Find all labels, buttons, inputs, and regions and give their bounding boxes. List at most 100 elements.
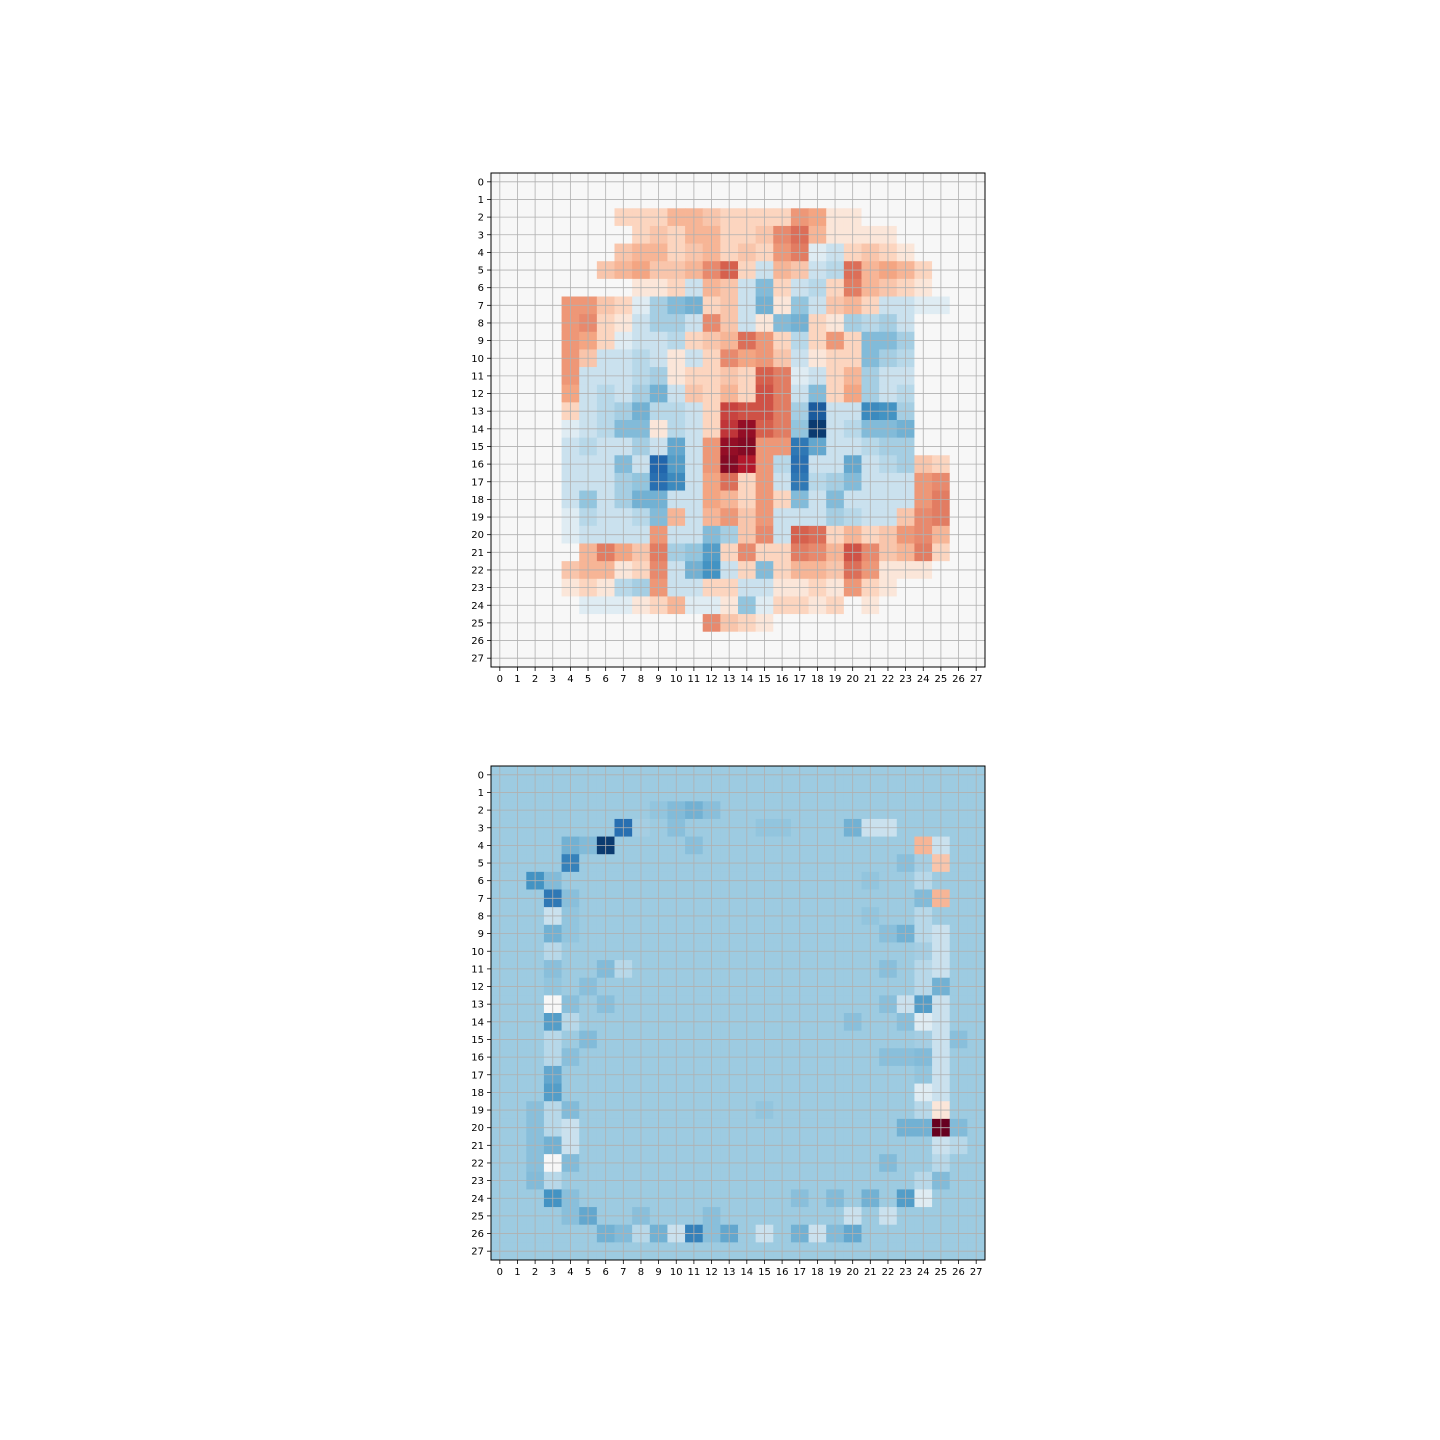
x-tick-label: 0 <box>497 1267 503 1278</box>
y-tick-label: 1 <box>478 788 484 799</box>
x-tick-label: 14 <box>740 674 753 685</box>
y-tick-label: 3 <box>478 823 484 834</box>
y-tick-label: 27 <box>471 1247 484 1258</box>
x-tick-label: 7 <box>620 1267 626 1278</box>
x-tick-label: 25 <box>935 1267 948 1278</box>
x-tick-label: 11 <box>688 1267 701 1278</box>
y-tick-label: 7 <box>478 301 484 312</box>
x-tick-label: 23 <box>899 674 912 685</box>
x-tick-label: 0 <box>497 674 503 685</box>
x-tick-label: 1 <box>514 1267 520 1278</box>
y-tick-label: 0 <box>478 770 484 781</box>
y-tick-label: 6 <box>478 283 484 294</box>
y-tick-label: 15 <box>471 1035 484 1046</box>
x-tick-label: 24 <box>917 674 930 685</box>
x-tick-label: 9 <box>655 674 661 685</box>
heatmap-bottom: 0 1 2 3 4 5 6 7 8 9 10 11 12 13 14 15 16 17 18 19 20 21 22 23 24… <box>471 765 986 1278</box>
y-tick-label: 11 <box>471 371 484 382</box>
y-tick-label: 19 <box>471 513 484 524</box>
y-tick-label: 14 <box>471 424 484 435</box>
x-tick-label: 12 <box>705 1267 718 1278</box>
x-tick-label: 26 <box>952 674 965 685</box>
y-tick-label: 20 <box>471 530 484 541</box>
y-tick-label: 16 <box>471 460 484 471</box>
x-tick-label: 19 <box>829 674 842 685</box>
y-tick-label: 20 <box>471 1123 484 1134</box>
x-tick-label: 27 <box>970 1267 983 1278</box>
x-tick-label: 18 <box>811 674 824 685</box>
x-tick-label: 11 <box>688 674 701 685</box>
y-tick-label: 22 <box>471 1158 484 1169</box>
x-tick-label: 24 <box>917 1267 930 1278</box>
y-tick-label: 5 <box>478 859 484 870</box>
x-tick-label: 26 <box>952 1267 965 1278</box>
y-tick-label: 6 <box>478 876 484 887</box>
x-tick-label: 17 <box>793 1267 806 1278</box>
x-tick-label: 21 <box>864 674 877 685</box>
y-tick-label: 19 <box>471 1106 484 1117</box>
y-tick-label: 1 <box>478 195 484 206</box>
y-tick-label: 26 <box>471 1229 484 1240</box>
x-tick-label: 8 <box>638 1267 644 1278</box>
y-tick-label: 14 <box>471 1017 484 1028</box>
x-tick-label: 20 <box>846 674 859 685</box>
y-tick-label: 21 <box>471 548 484 559</box>
y-tick-label: 21 <box>471 1141 484 1152</box>
y-tick-label: 12 <box>471 389 484 400</box>
y-tick-label: 5 <box>478 266 484 277</box>
y-tick-label: 26 <box>471 636 484 647</box>
y-tick-label: 11 <box>471 964 484 975</box>
x-tick-label: 7 <box>620 674 626 685</box>
x-tick-label: 19 <box>829 1267 842 1278</box>
y-tick-label: 25 <box>471 618 484 629</box>
x-tick-label: 15 <box>758 674 771 685</box>
y-tick-label: 9 <box>478 929 484 940</box>
y-tick-label: 24 <box>471 601 484 612</box>
y-tick-label: 18 <box>471 1088 484 1099</box>
x-tick-label: 16 <box>776 1267 789 1278</box>
y-tick-label: 2 <box>478 806 484 817</box>
y-tick-label: 8 <box>478 911 484 922</box>
x-tick-label: 1 <box>514 674 520 685</box>
x-tick-label: 22 <box>882 674 895 685</box>
y-tick-label: 13 <box>471 1000 484 1011</box>
y-tick-label: 27 <box>471 654 484 665</box>
x-tick-label: 10 <box>670 1267 683 1278</box>
x-tick-label: 4 <box>567 1267 573 1278</box>
y-tick-label: 24 <box>471 1194 484 1205</box>
y-tick-label: 0 <box>478 177 484 188</box>
y-tick-label: 18 <box>471 495 484 506</box>
x-tick-label: 12 <box>705 674 718 685</box>
y-tick-label: 17 <box>471 1070 484 1081</box>
y-tick-label: 9 <box>478 336 484 347</box>
x-tick-label: 3 <box>550 1267 556 1278</box>
x-tick-label: 5 <box>585 674 591 685</box>
y-tick-label: 2 <box>478 213 484 224</box>
x-tick-label: 8 <box>638 674 644 685</box>
x-tick-label: 27 <box>970 674 983 685</box>
x-tick-label: 13 <box>723 674 736 685</box>
x-tick-label: 6 <box>602 1267 608 1278</box>
x-tick-label: 17 <box>793 674 806 685</box>
y-tick-label: 10 <box>471 354 484 365</box>
y-tick-label: 15 <box>471 442 484 453</box>
x-tick-label: 5 <box>585 1267 591 1278</box>
y-tick-label: 8 <box>478 318 484 329</box>
x-tick-label: 21 <box>864 1267 877 1278</box>
x-tick-label: 6 <box>602 674 608 685</box>
y-tick-label: 23 <box>471 1176 484 1187</box>
y-tick-label: 13 <box>471 407 484 418</box>
y-tick-label: 12 <box>471 982 484 993</box>
x-tick-label: 2 <box>532 1267 538 1278</box>
x-tick-label: 2 <box>532 674 538 685</box>
y-tick-label: 25 <box>471 1211 484 1222</box>
x-tick-label: 14 <box>740 1267 753 1278</box>
y-tick-label: 22 <box>471 565 484 576</box>
x-tick-label: 10 <box>670 674 683 685</box>
x-tick-label: 4 <box>567 674 573 685</box>
y-tick-label: 17 <box>471 477 484 488</box>
axes-frame <box>490 172 986 668</box>
y-tick-label: 4 <box>478 248 484 259</box>
x-tick-label: 23 <box>899 1267 912 1278</box>
